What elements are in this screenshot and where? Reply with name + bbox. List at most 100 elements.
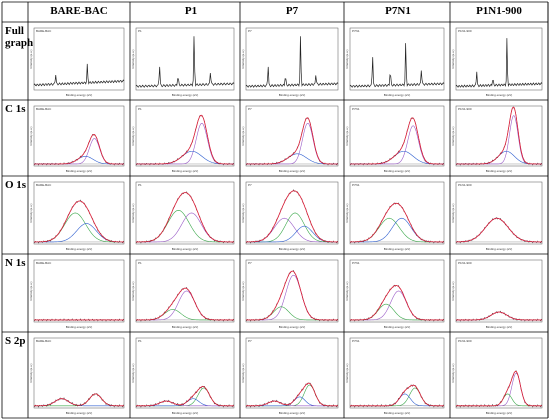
raw-data-line xyxy=(245,269,339,322)
plot-frame xyxy=(455,27,543,91)
panel-1-1: P1 Binding energy (eV) Intensity (a.u.) xyxy=(131,105,235,173)
panel-tag: P1 xyxy=(138,339,142,343)
x-axis-label: Binding energy (eV) xyxy=(384,325,411,329)
y-axis-label: Intensity (a.u.) xyxy=(451,126,455,145)
y-axis-label: Intensity (a.u.) xyxy=(451,49,455,68)
raw-data-line xyxy=(349,202,445,244)
plot-frame xyxy=(135,105,235,167)
y-axis-label: Intensity (a.u.) xyxy=(241,203,245,222)
x-axis-label: Binding energy (eV) xyxy=(279,411,306,415)
component-peak-1 xyxy=(136,309,234,321)
plot-frame xyxy=(33,259,125,323)
component-peak-1 xyxy=(246,306,338,321)
survey-spectrum-line xyxy=(33,63,125,87)
envelope-fit-line xyxy=(350,202,445,243)
panel-3-0: BARE-BAC Binding energy (eV) Intensity (a.… xyxy=(29,259,125,329)
x-axis-label: Binding energy (eV) xyxy=(486,411,513,415)
component-peak-0 xyxy=(350,290,444,321)
panel-0-1: P1 Binding energy (eV) Intensity (a.u.) xyxy=(131,27,235,97)
envelope-fit-line xyxy=(246,117,338,165)
plot-frame xyxy=(245,259,339,323)
y-axis-label: Intensity (a.u.) xyxy=(345,363,349,382)
envelope-fit-line xyxy=(34,200,124,243)
panel-4-2: P7 Binding energy (eV) Intensity (a.u.) xyxy=(241,337,339,415)
panel-0-2: P7 Binding energy (eV) Intensity (a.u.) xyxy=(241,27,339,97)
component-peak-0 xyxy=(456,115,542,165)
x-axis-label: Binding energy (eV) xyxy=(66,93,93,97)
plot-frame xyxy=(33,337,125,409)
component-peak-0 xyxy=(135,210,234,243)
x-axis-label: Binding energy (eV) xyxy=(279,93,306,97)
row-label-1: C 1s xyxy=(5,103,26,115)
envelope-fit-line xyxy=(136,114,234,165)
plot-frame xyxy=(455,181,543,245)
panel-tag: P1N1-900 xyxy=(458,107,472,111)
x-axis-label: Binding energy (eV) xyxy=(66,325,93,329)
plot-frame xyxy=(135,181,235,245)
component-peak-1 xyxy=(34,223,124,243)
panel-tag: P1 xyxy=(138,107,142,111)
y-axis-label: Intensity (a.u.) xyxy=(241,363,245,382)
component-peak-0 xyxy=(246,122,338,165)
raw-data-line xyxy=(245,382,339,408)
envelope-fit-line xyxy=(34,393,124,407)
y-axis-label: Intensity (a.u.) xyxy=(345,203,349,222)
panel-tag: BARE-BAC xyxy=(36,339,52,343)
panel-4-1: P1 Binding energy (eV) Intensity (a.u.) xyxy=(131,337,235,415)
y-axis-label: Intensity (a.u.) xyxy=(451,203,455,222)
component-peak-0 xyxy=(34,212,124,243)
panel-tag: P1N1-900 xyxy=(458,29,472,33)
component-peak-0 xyxy=(350,217,444,243)
header-p1: P1 xyxy=(185,5,197,17)
panel-tag: P1 xyxy=(138,29,142,33)
panel-tag: BARE-BAC xyxy=(36,183,52,187)
survey-spectrum-line xyxy=(455,38,543,88)
component-peak-2 xyxy=(246,225,338,243)
component-peak-0 xyxy=(136,122,234,165)
panel-2-4: P1N1-900 Binding energy (eV) Intensity (a.… xyxy=(451,181,543,251)
envelope-fit-line xyxy=(136,287,234,321)
panel-1-0: BARE-BAC Binding energy (eV) Intensity (a.… xyxy=(29,105,125,173)
raw-data-line xyxy=(455,370,543,408)
x-axis-label: Binding energy (eV) xyxy=(486,325,513,329)
panel-1-4: P1N1-900 Binding energy (eV) Intensity (a.… xyxy=(451,105,543,173)
header-p7n1: P7N1 xyxy=(385,5,411,17)
plot-frame xyxy=(33,181,125,245)
panel-tag: P1 xyxy=(138,183,142,187)
x-axis-label: Binding energy (eV) xyxy=(279,325,306,329)
panel-2-3: P7N1 Binding energy (eV) Intensity (a.u.) xyxy=(345,181,445,251)
header-bare-bac: BARE-BAC xyxy=(50,5,108,17)
component-peak-0 xyxy=(34,138,124,165)
envelope-fit-line xyxy=(456,370,542,407)
component-peak-1 xyxy=(136,212,234,243)
x-axis-label: Binding energy (eV) xyxy=(384,93,411,97)
column-headers: BARE-BAC P1 P7 P7N1 P1N1-900 xyxy=(50,5,522,17)
envelope-fit-line xyxy=(350,384,444,407)
panel-tag: P7N1 xyxy=(352,261,360,265)
y-axis-label: Intensity (a.u.) xyxy=(131,203,135,222)
y-axis-label: Intensity (a.u.) xyxy=(29,363,33,382)
survey-spectrum-line xyxy=(135,36,235,88)
panel-tag: P1N1-900 xyxy=(458,261,472,265)
plot-frame xyxy=(135,259,235,323)
x-axis-label: Binding energy (eV) xyxy=(279,247,306,251)
x-axis-label: Binding energy (eV) xyxy=(172,169,199,173)
component-peak-0 xyxy=(456,311,542,321)
x-axis-label: Binding energy (eV) xyxy=(486,93,513,97)
component-peak-1 xyxy=(246,212,338,243)
plot-frame xyxy=(349,181,445,245)
plot-frame xyxy=(455,259,543,323)
raw-data-line xyxy=(455,217,543,244)
plot-frame xyxy=(245,337,339,409)
plot-frame xyxy=(455,105,543,167)
y-axis-label: Intensity (a.u.) xyxy=(451,363,455,382)
envelope-fit-line xyxy=(350,117,444,165)
plot-frame xyxy=(245,105,339,167)
raw-data-line xyxy=(245,117,339,166)
component-peak-0 xyxy=(246,217,338,243)
plot-frame xyxy=(245,181,339,245)
y-axis-label: Intensity (a.u.) xyxy=(131,49,135,68)
x-axis-label: Binding energy (eV) xyxy=(172,411,199,415)
panel-tag: P7N1 xyxy=(352,29,360,33)
panel-0-4: P1N1-900 Binding energy (eV) Intensity (a.… xyxy=(451,27,543,97)
